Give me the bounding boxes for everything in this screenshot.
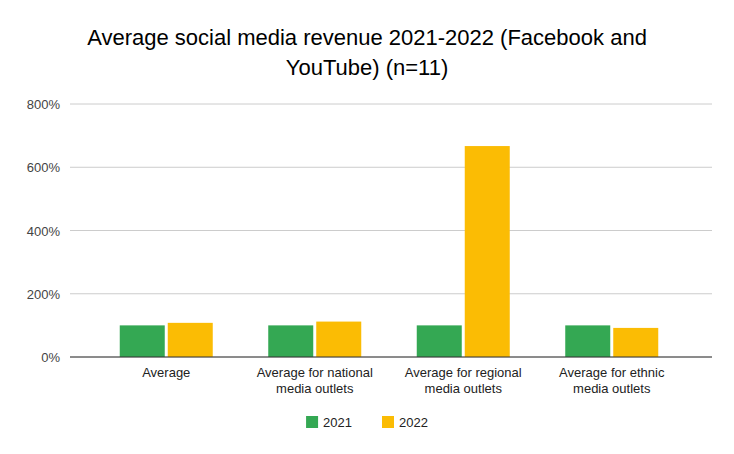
- text-line: YouTube) (n=11): [286, 55, 448, 80]
- x-tick-label: Average: [142, 365, 190, 380]
- grid-line: [70, 230, 712, 231]
- text-line: Average social media revenue 2021-2022 (…: [87, 25, 647, 50]
- bar: [168, 323, 213, 357]
- x-tick-label: Average for regionalmedia outlets: [405, 365, 522, 396]
- text-line: Average for ethnic: [559, 365, 665, 380]
- grid-line: [70, 167, 712, 168]
- bar: [268, 325, 313, 357]
- x-axis: [70, 357, 712, 358]
- bars: [120, 146, 659, 357]
- bar: [465, 146, 510, 357]
- text-line: media outlets: [573, 381, 651, 396]
- legend: 2021 2022: [306, 415, 428, 430]
- y-tick-label: 400%: [27, 224, 61, 239]
- bar: [316, 322, 361, 357]
- text-line: Average: [142, 365, 190, 380]
- text-line: Average for national: [257, 365, 373, 380]
- legend-swatch: [306, 416, 318, 428]
- y-tick-label: 800%: [27, 97, 61, 112]
- grid-line: [70, 104, 712, 105]
- bar: [120, 325, 165, 357]
- legend-label: 2021: [323, 415, 352, 430]
- legend-swatch: [382, 416, 394, 428]
- background: [0, 0, 734, 454]
- y-tick-label: 0%: [41, 350, 60, 365]
- grid-line: [70, 357, 712, 358]
- chart: Average social media revenue 2021-2022 (…: [0, 0, 734, 454]
- bar: [417, 325, 462, 357]
- legend-label: 2022: [399, 415, 428, 430]
- grid-line: [70, 293, 712, 294]
- bar: [613, 328, 658, 357]
- bar: [565, 325, 610, 357]
- x-tick-label: Average for nationalmedia outlets: [257, 365, 373, 396]
- text-line: media outlets: [276, 381, 354, 396]
- text-line: Average for regional: [405, 365, 522, 380]
- title: Average social media revenue 2021-2022 (…: [87, 25, 647, 80]
- text-line: media outlets: [425, 381, 503, 396]
- y-tick-label: 200%: [27, 287, 61, 302]
- y-tick-label: 600%: [27, 160, 61, 175]
- x-tick-label: Average for ethnicmedia outlets: [559, 365, 665, 396]
